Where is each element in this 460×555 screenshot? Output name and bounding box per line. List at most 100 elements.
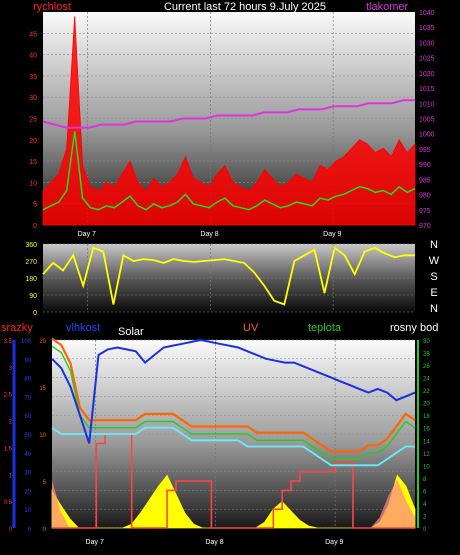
wind-speed-tick: 30: [29, 95, 37, 102]
temperature-tick: 30: [423, 339, 430, 345]
humidity-label: vlhkost: [66, 322, 100, 334]
humidity-tick: 50: [24, 433, 31, 439]
bottom-panel-day-labels: Day 7 Day 8 Day 9: [86, 539, 344, 546]
pressure-tick: 990: [419, 162, 431, 169]
pressure-tick: 1015: [419, 86, 435, 93]
direction-axis: 0 90 180 270 360: [25, 242, 37, 317]
compass-letter: N: [430, 303, 438, 315]
pressure-line: [42, 99, 415, 129]
humidity-tick: 60: [24, 414, 31, 420]
compass-letter: E: [430, 287, 437, 299]
day-label: Day 7: [86, 539, 104, 546]
uv-label: UV: [243, 322, 259, 334]
temperature-orange-line: [51, 337, 416, 453]
wind-speed-area: [42, 16, 416, 226]
pressure-label: tlakomer: [366, 1, 409, 13]
day-label: Day 9: [325, 539, 343, 546]
uv-tick: 5: [43, 480, 47, 486]
temperature-tick: 26: [423, 364, 430, 370]
wind-average-line: [42, 131, 416, 211]
humidity-tick: 40: [24, 452, 31, 458]
dewpoint-line: [51, 426, 415, 467]
uv-axis: 0 5 10 15 20: [39, 339, 46, 533]
wind-direction-line: [42, 246, 415, 306]
compass-letter: S: [430, 271, 437, 283]
humidity-tick: 30: [24, 471, 31, 477]
humidity-tick: 70: [24, 395, 31, 401]
rain-tick: 1.5: [4, 446, 13, 452]
humidity-tick: 20: [24, 489, 31, 495]
wind-direction-series: [42, 246, 415, 306]
uv-tick: 0: [43, 527, 47, 533]
humidity-tick: 100: [21, 339, 32, 345]
rain-tick: 3.5: [4, 339, 13, 345]
day-label: Day 7: [78, 231, 96, 238]
compass-letter: N: [430, 239, 438, 251]
top-panel-series: [42, 16, 416, 226]
rain-tick: 2: [9, 420, 13, 426]
direction-tick: 360: [25, 242, 37, 249]
pressure-tick: 985: [419, 177, 431, 184]
wind-speed-tick: 0: [33, 223, 37, 230]
pressure-tick: 1035: [419, 25, 435, 32]
rain-tick: 0.5: [4, 500, 13, 506]
rain-tick: 1: [9, 473, 13, 479]
day-label: Day 9: [323, 231, 341, 238]
pressure-axis: 970 975 980 985 990 995 1000 1005 1010 1015 1020 10…: [419, 10, 435, 230]
temperature-tick: 12: [423, 452, 430, 458]
humidity-tick: 0: [28, 527, 32, 533]
direction-panel-grid: [43, 243, 415, 313]
chart-title: Current last 72 hours 9.July 2025: [164, 1, 326, 13]
temperature-tick: 0: [423, 527, 427, 533]
pressure-tick: 995: [419, 147, 431, 154]
rain-axis: 0 0.5 1 1.5 2 2.5 3 3.5: [4, 339, 13, 533]
temperature-tick: 14: [423, 439, 430, 445]
wind-speed-tick: 35: [29, 74, 37, 81]
pressure-tick: 1025: [419, 56, 435, 63]
rain-area: [52, 479, 415, 528]
temperature-tick: 16: [423, 427, 430, 433]
humidity-axis: 0 10 20 30 40 50 60 70 80 90 100: [21, 339, 32, 533]
pressure-tick: 1020: [419, 71, 435, 78]
solar-label: Solar: [118, 326, 144, 338]
rain-tick: 2.5: [4, 393, 13, 399]
day-label: Day 8: [200, 231, 218, 238]
temperature-label: teplota: [308, 322, 342, 334]
uv-tick: 15: [39, 386, 46, 392]
pressure-tick: 1040: [419, 10, 435, 17]
pressure-tick: 1030: [419, 40, 435, 47]
temperature-tick: 8: [423, 477, 427, 483]
uv-tick: 10: [39, 433, 46, 439]
wind-speed-tick: 20: [29, 138, 37, 145]
wind-speed-axis: 0 5 10 15 20 25 30 35 40 45: [29, 31, 37, 230]
temperature-tick: 24: [423, 377, 430, 383]
humidity-line: [51, 338, 416, 444]
wind-speed-label: rychlost: [33, 1, 71, 13]
direction-tick: 90: [29, 293, 37, 300]
temperature-line: [51, 345, 416, 460]
wind-speed-tick: 25: [29, 117, 37, 124]
humidity-tick: 80: [24, 377, 31, 383]
wind-speed-tick: 45: [29, 31, 37, 38]
pressure-tick: 980: [419, 193, 431, 200]
wind-speed-tick: 40: [29, 53, 37, 60]
temperature-tick: 22: [423, 389, 430, 395]
pressure-tick: 1010: [419, 101, 435, 108]
direction-tick: 0: [33, 310, 37, 317]
temperature-tick: 4: [423, 502, 427, 508]
temperature-tick: 2: [423, 514, 427, 520]
pressure-tick: 975: [419, 208, 431, 215]
temperature-tick: 18: [423, 414, 430, 420]
direction-tick: 180: [25, 276, 37, 283]
humidity-tick: 10: [24, 508, 31, 514]
direction-tick: 270: [25, 259, 37, 266]
rain-tick: 0: [9, 527, 13, 533]
pressure-tick: 970: [419, 223, 431, 230]
bottom-panel-series: [51, 337, 416, 529]
day-label: Day 8: [205, 539, 223, 546]
rain-label: srazky: [1, 322, 33, 334]
temperature-tick: 6: [423, 489, 427, 495]
